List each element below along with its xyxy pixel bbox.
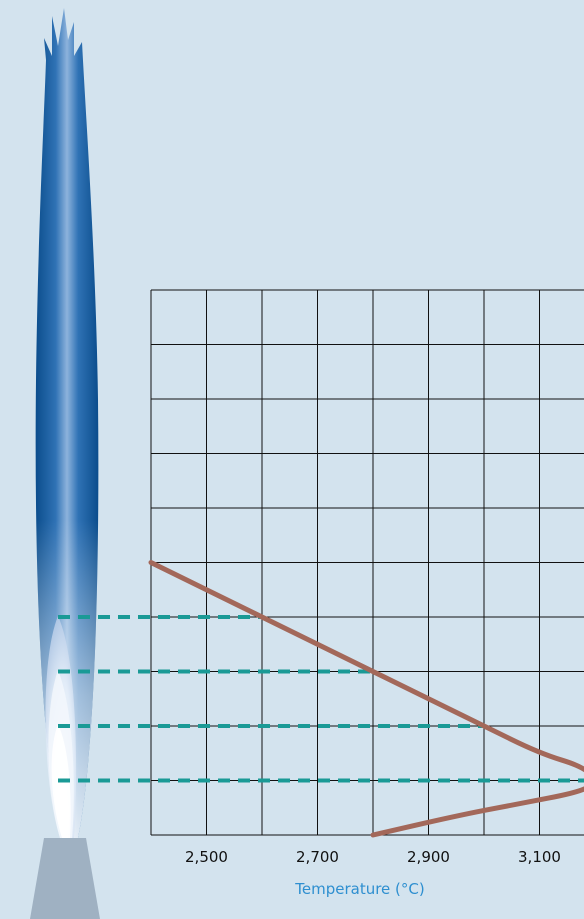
temperature-curve [148,560,584,838]
inner-flame-core [54,770,70,838]
x-tick-label: 3,100 [518,848,561,866]
x-axis-tick-labels: 2,500 2,700 2,900 3,100 [185,848,561,866]
burner-base [30,838,100,919]
x-tick-label: 2,500 [185,848,228,866]
outer-flame-glow [35,42,99,838]
flame-zone-guides [58,615,584,783]
flame-illustration [35,8,99,838]
x-tick-label: 2,900 [407,848,450,866]
x-tick-label: 2,700 [296,848,339,866]
chart-grid [150,289,584,836]
x-axis-title: Temperature (°C) [294,880,424,898]
